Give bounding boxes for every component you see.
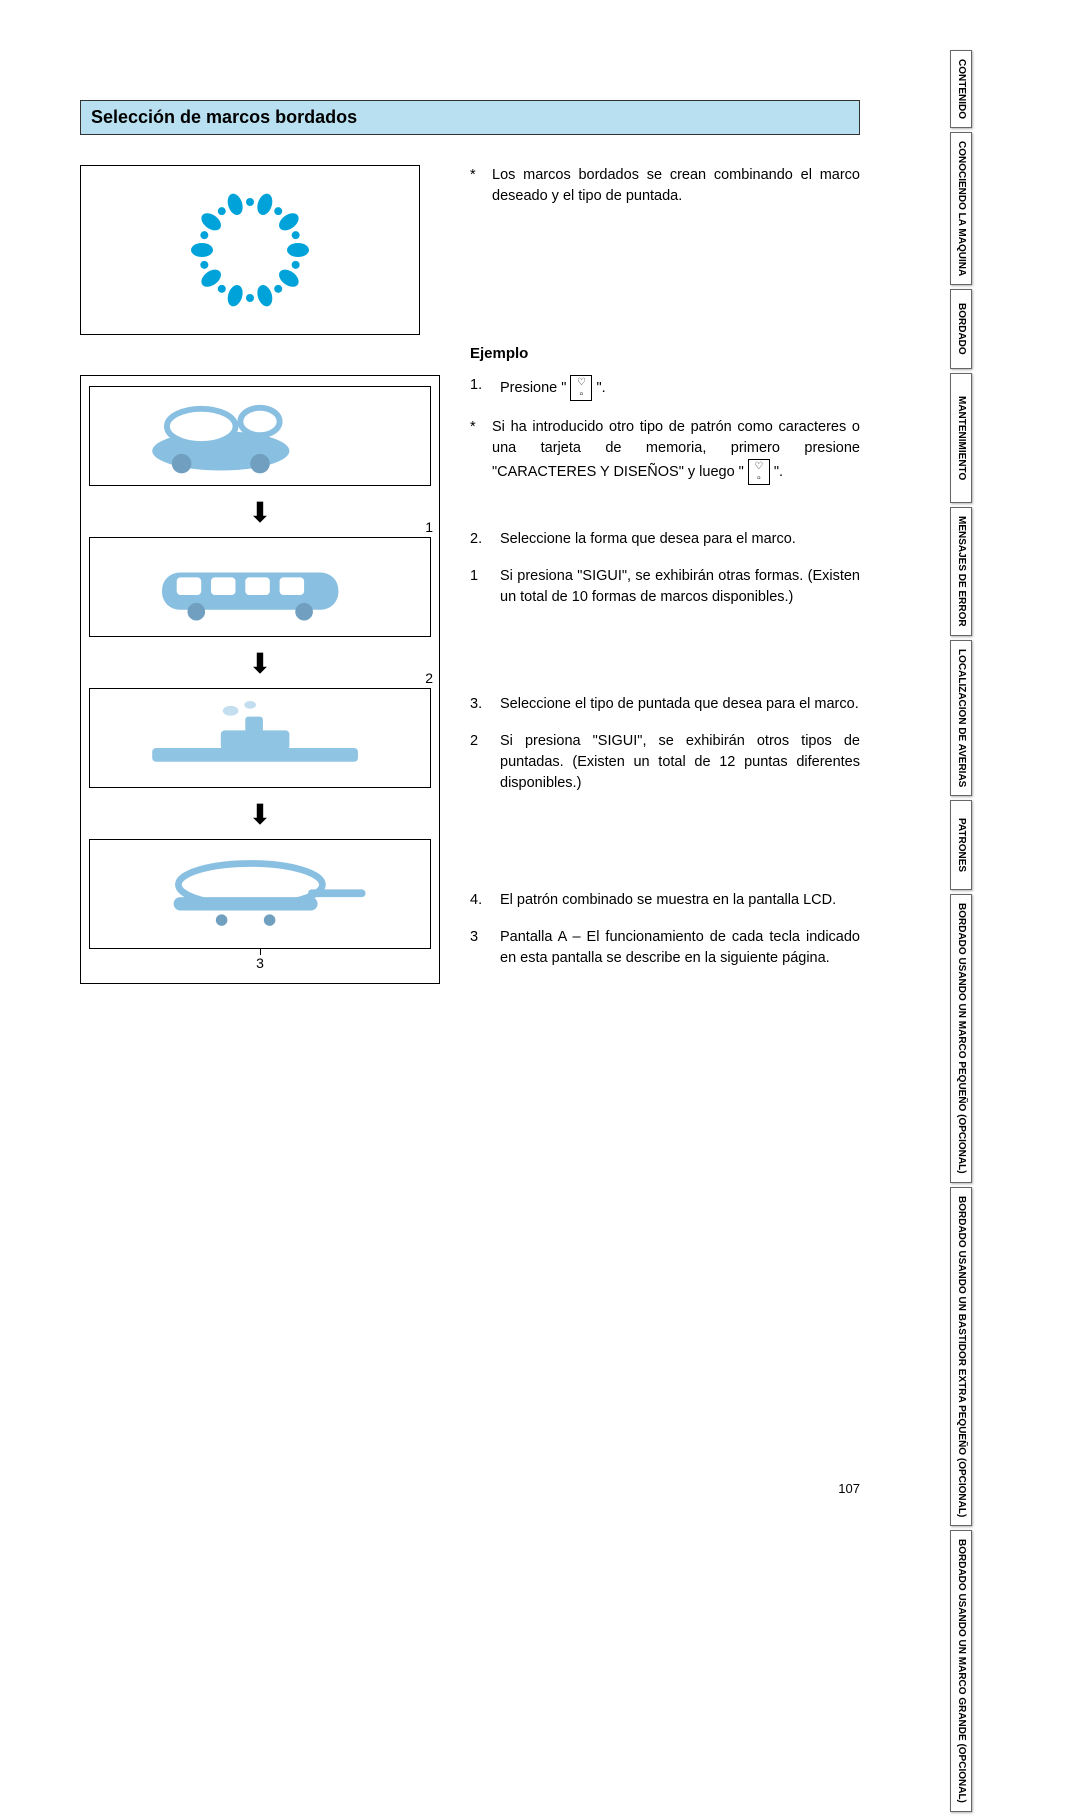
frame-icon: ♡▫ — [570, 375, 592, 401]
step-2: 2. Seleccione la forma que desea para el… — [470, 529, 860, 550]
step-3: 3. Seleccione el tipo de puntada que des… — [470, 694, 860, 715]
star-mark: * — [470, 165, 484, 207]
left-column: ⬇ 1 — [80, 165, 440, 985]
dot-icon — [292, 231, 300, 239]
callout-1: 1 — [425, 519, 433, 535]
dot-icon — [218, 207, 226, 215]
arrow-down-icon: ⬇ — [89, 496, 431, 529]
side-tab[interactable]: BORDADO USANDO UN BASTIDOR EXTRA PEQUEÑO… — [950, 1187, 972, 1526]
frame-icon: ♡▫ — [748, 459, 770, 485]
bead-icon — [225, 192, 245, 217]
sketch-vehicle-3 — [107, 699, 413, 777]
sketch-vehicle-1 — [107, 397, 413, 475]
callout-2: 2 — [425, 670, 433, 686]
side-tab[interactable]: PATRONES — [950, 800, 972, 890]
section-title: Selección de marcos bordados — [91, 107, 357, 127]
page-number: 107 — [838, 1481, 860, 1496]
bead-icon — [191, 243, 213, 257]
side-tab[interactable]: LOCALIZACION DE AVERIAS — [950, 640, 972, 796]
side-tab[interactable]: BORDADO USANDO UN MARCO PEQUEÑO (OPCIONA… — [950, 894, 972, 1183]
dot-icon — [274, 285, 282, 293]
embroidery-circle-icon — [195, 195, 305, 305]
steps-container: ⬇ 1 — [80, 375, 440, 984]
step-3-note: 2 Si presiona "SIGUI", se exhibirán otro… — [470, 731, 860, 794]
callout-line — [260, 949, 261, 955]
side-tab[interactable]: BORDADO USANDO UN MARCO GRANDE (OPCIONAL… — [950, 1530, 972, 1812]
dot-icon — [246, 198, 254, 206]
right-column: * Los marcos bordados se crean combinand… — [470, 165, 860, 985]
dot-icon — [200, 261, 208, 269]
step-1-note: * Si ha introducido otro tipo de patrón … — [470, 417, 860, 485]
screen-step-1 — [89, 386, 431, 486]
side-tab[interactable]: BORDADO — [950, 289, 972, 369]
side-tab[interactable]: MANTENIMIENTO — [950, 373, 972, 503]
side-tabs: CONTENIDO CONOCIENDO LA MAQUINA BORDADO MAN… — [950, 50, 1050, 1816]
screen-step-4 — [89, 839, 431, 949]
dot-icon — [274, 207, 282, 215]
sketch-vehicle-4 — [107, 851, 413, 937]
callout-3: 3 — [256, 955, 264, 971]
step-2-note: 1 Si presiona "SIGUI", se exhibirán otra… — [470, 566, 860, 608]
side-tab[interactable]: CONOCIENDO LA MAQUINA — [950, 132, 972, 285]
screen-step-3 — [89, 688, 431, 788]
dot-icon — [200, 231, 208, 239]
bead-icon — [255, 192, 275, 217]
side-tab[interactable]: MENSAJES DE ERROR — [950, 507, 972, 636]
arrow-down-icon: ⬇ — [89, 647, 431, 680]
section-title-bar: Selección de marcos bordados — [80, 100, 860, 135]
frame-preview-box — [80, 165, 420, 335]
dot-icon — [292, 261, 300, 269]
bead-icon — [287, 243, 309, 257]
sketch-vehicle-2 — [107, 548, 413, 626]
bead-icon — [225, 283, 245, 308]
step-4: 4. El patrón combinado se muestra en la … — [470, 890, 860, 911]
dot-icon — [246, 294, 254, 302]
example-heading: Ejemplo — [470, 343, 860, 365]
intro-text: * Los marcos bordados se crean combinand… — [470, 165, 860, 207]
screen-step-2 — [89, 537, 431, 637]
arrow-down-icon: ⬇ — [89, 798, 431, 831]
bead-icon — [255, 283, 275, 308]
side-tab[interactable]: CONTENIDO — [950, 50, 972, 128]
step-4-note: 3 Pantalla A – El funcionamiento de cada… — [470, 927, 860, 969]
dot-icon — [218, 285, 226, 293]
step-1: 1. Presione " ♡▫ ". — [470, 375, 860, 401]
